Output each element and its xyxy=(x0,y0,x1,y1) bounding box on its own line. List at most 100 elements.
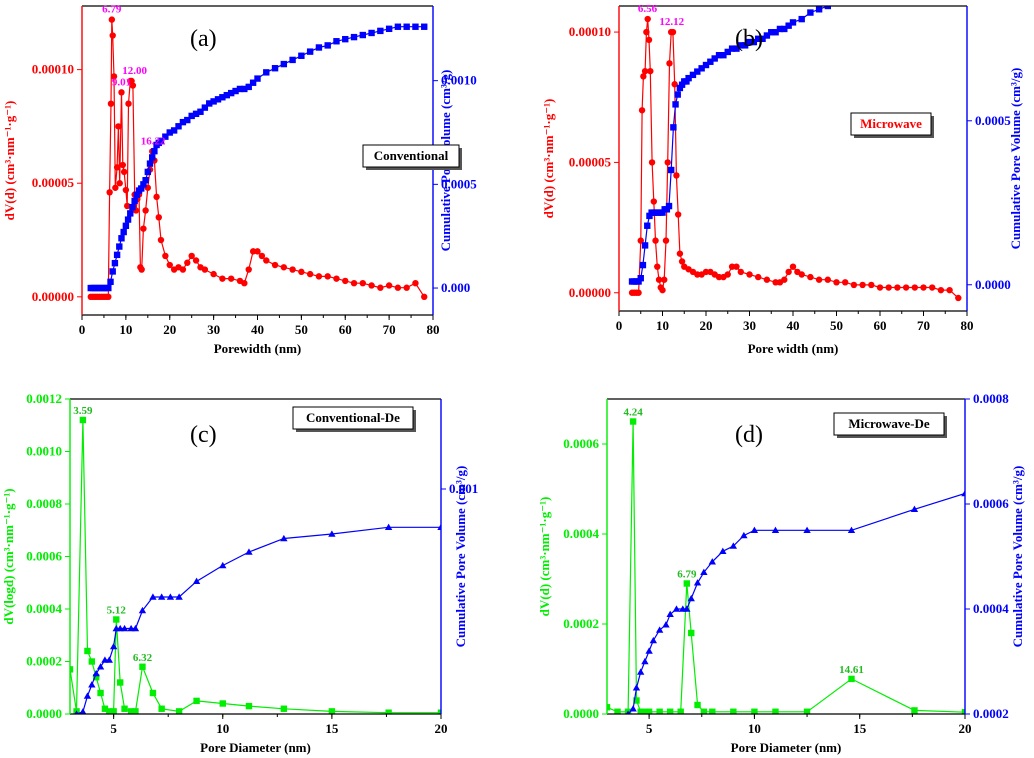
panel-d-x-axis-label: Pore Diameter (nm) xyxy=(731,740,842,755)
panel-a-series-left-point xyxy=(115,123,122,130)
panel-d-x-tick-label: 20 xyxy=(959,721,972,736)
panel-a-series-right-point xyxy=(280,60,288,68)
panel-c-y-right-tick-label: 0.001 xyxy=(449,481,478,496)
panel-a-series-left-point xyxy=(112,184,119,191)
panel-c-series-right-point xyxy=(79,708,87,714)
panel-d-peak-label: 6.79 xyxy=(677,569,697,581)
panel-a-series-left-point xyxy=(129,82,137,89)
panel-a-y-right-tick-label: 0.0010 xyxy=(441,73,477,88)
panel-b-y-left-tick-label: 0.00005 xyxy=(569,154,612,169)
panel-d-series-left-point xyxy=(633,697,640,704)
panel-b-series-right-point xyxy=(676,84,684,92)
panel-b-series-right-point xyxy=(720,51,727,59)
panel-a-series-right-point xyxy=(175,123,182,130)
panel-b-series-left-point xyxy=(937,286,945,294)
panel-a-peak-label: 12.00 xyxy=(122,65,147,77)
panel-a-series-left-point xyxy=(105,293,112,301)
panel-c-series-right-point xyxy=(96,663,105,670)
panel-b-series-right-point xyxy=(678,81,686,88)
panel-a-legend-text: Conventional xyxy=(374,148,449,163)
panel-b-series-right-point xyxy=(685,74,692,82)
panel-d-y-right-tick-label: 0.0008 xyxy=(973,391,1009,406)
panel-a-series-right-point xyxy=(232,87,239,95)
panel-a-series-right-point xyxy=(151,147,158,155)
panel-b-x-axis-label: Pore width (nm) xyxy=(748,341,839,356)
panel-d-x-tick-label: 10 xyxy=(748,721,761,736)
panel-b-series-left-point xyxy=(640,73,647,80)
panel-d-series-right-point xyxy=(693,579,702,586)
panel-c-series-left-point xyxy=(92,674,100,681)
panel-b-series-left-point xyxy=(645,36,653,44)
panel-d-series-left-point xyxy=(730,708,737,714)
panel-a-series-left-point xyxy=(184,259,191,266)
panel-a-series-left-point xyxy=(342,277,349,285)
panel-c-series-left-point xyxy=(110,708,117,714)
panel-c-series-left-line xyxy=(70,419,441,714)
panel-a-series-right-point xyxy=(109,268,116,275)
panel-a-series-left-point xyxy=(166,261,173,269)
panel-a-series-right-point xyxy=(138,185,145,192)
panel-c-series-left-point xyxy=(280,705,288,712)
panel-b-series-right-point xyxy=(646,212,653,220)
panel-d-series-right-point xyxy=(655,626,664,633)
panel-a-x-tick-label: 0 xyxy=(79,322,86,337)
panel-b-series-right-point xyxy=(772,29,779,36)
panel-a-series-left-point xyxy=(192,257,200,264)
panel-b-series-left-point xyxy=(666,60,673,67)
panel-c-legend-text: Conventional-De xyxy=(306,410,400,425)
panel-b-series-right-point xyxy=(689,71,697,79)
panel-c-series-right-point xyxy=(437,523,441,531)
panel-a-series-right-point xyxy=(107,278,114,286)
panel-c-series-right-point xyxy=(109,642,118,650)
panel-b-y-left-axis-label: dV(d) (cm³·nm⁻¹·g⁻¹) xyxy=(541,99,556,219)
panel-a-series-right-point xyxy=(129,203,136,211)
panel-d-series-right-point xyxy=(700,568,708,576)
panel-a-series-right-point xyxy=(298,52,305,59)
panel-b-series-left-point xyxy=(733,263,740,270)
panel-a-series-left-point xyxy=(394,284,402,291)
panel-c-series-left-point xyxy=(97,689,104,697)
panel-b-series-right-point xyxy=(763,32,771,39)
panel-d-series-right-point xyxy=(625,710,631,714)
panel-a-series-left-point xyxy=(219,275,226,282)
panel-a-series-right-point xyxy=(113,251,121,259)
panel-b-series-right-point xyxy=(746,38,753,46)
panel-a-series-left-point xyxy=(201,266,209,273)
panel-b-series-right-point xyxy=(741,42,749,49)
panel-b-series-right-point xyxy=(715,51,723,59)
panel-c-series-right-point xyxy=(280,534,288,542)
panel-a-series-left-point xyxy=(249,248,257,255)
panel-b-series-right-point xyxy=(737,42,744,49)
panel-c-series-left-point xyxy=(88,658,96,665)
panel-a-series-left-point xyxy=(280,264,288,271)
panel-a-legend-box xyxy=(362,144,460,168)
panel-a-series-right-point xyxy=(170,127,178,134)
panel-d-series-right-point xyxy=(632,684,641,691)
panel-c-series-right-point xyxy=(138,606,147,614)
panel-c-series-right-point xyxy=(105,656,113,663)
panel-b-series-left-point xyxy=(644,15,651,23)
panel-c-series-left-point xyxy=(158,705,165,712)
panel-c-series-left-point xyxy=(175,708,183,714)
panel-d-series-right xyxy=(625,489,965,714)
panel-b-series-left-point xyxy=(955,294,962,302)
panel-d-y-right-tick-label: 0.0002 xyxy=(973,706,1009,721)
panel-c-series-left-point xyxy=(106,708,113,714)
panel-b-series-right-point xyxy=(815,6,823,13)
panel-b-legend: Microwave xyxy=(850,112,934,138)
panel-a-series-right-point xyxy=(333,38,340,45)
panel-d-series-right-point xyxy=(672,605,681,612)
panel-c-series-right-point xyxy=(92,669,100,677)
panel-b-series-left-point xyxy=(894,284,901,291)
panel-d-series-left-line xyxy=(607,421,965,713)
panel-b-x-tick-label: 80 xyxy=(961,318,974,333)
panel-a-series-right-point xyxy=(120,228,127,236)
panel-c-legend-box xyxy=(292,406,414,430)
panel-b-legend-text: Microwave xyxy=(860,116,922,131)
panel-a-series-left-point xyxy=(118,89,125,96)
panel-a-peak-label: 6.79 xyxy=(102,4,122,16)
panel-a-series-right-point xyxy=(219,94,226,101)
panel-c-series-left-point xyxy=(193,697,200,705)
panel-d-series-left-point xyxy=(751,708,758,714)
panel-b-series-left-point xyxy=(662,237,670,244)
